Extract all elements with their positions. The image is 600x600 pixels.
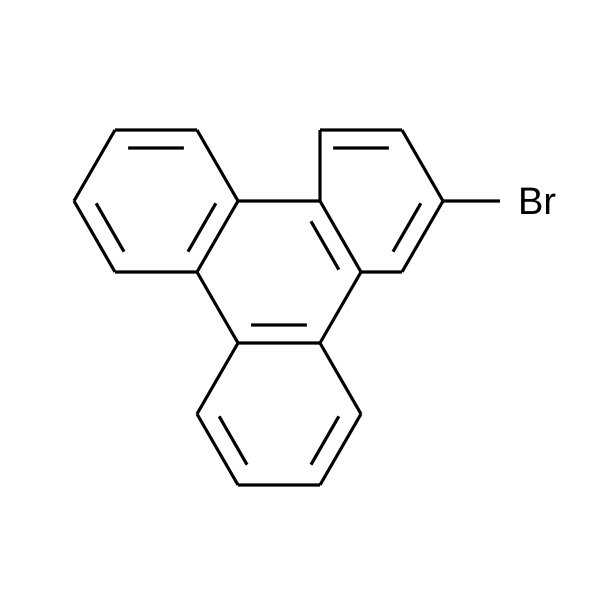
molecule-diagram: Br [0, 0, 600, 600]
bond [197, 414, 238, 485]
labels-layer: Br [518, 181, 556, 223]
bonds-layer [74, 130, 500, 485]
bond [197, 272, 238, 343]
bond [74, 130, 115, 201]
bond [320, 343, 361, 414]
bond [74, 201, 115, 272]
bond [197, 201, 238, 272]
bond [320, 414, 361, 485]
bond [402, 201, 443, 272]
atom-label-Br: Br [518, 181, 556, 223]
bond [320, 201, 361, 272]
bond [197, 343, 238, 414]
bond [320, 272, 361, 343]
bond [197, 130, 238, 201]
bond [402, 130, 443, 201]
